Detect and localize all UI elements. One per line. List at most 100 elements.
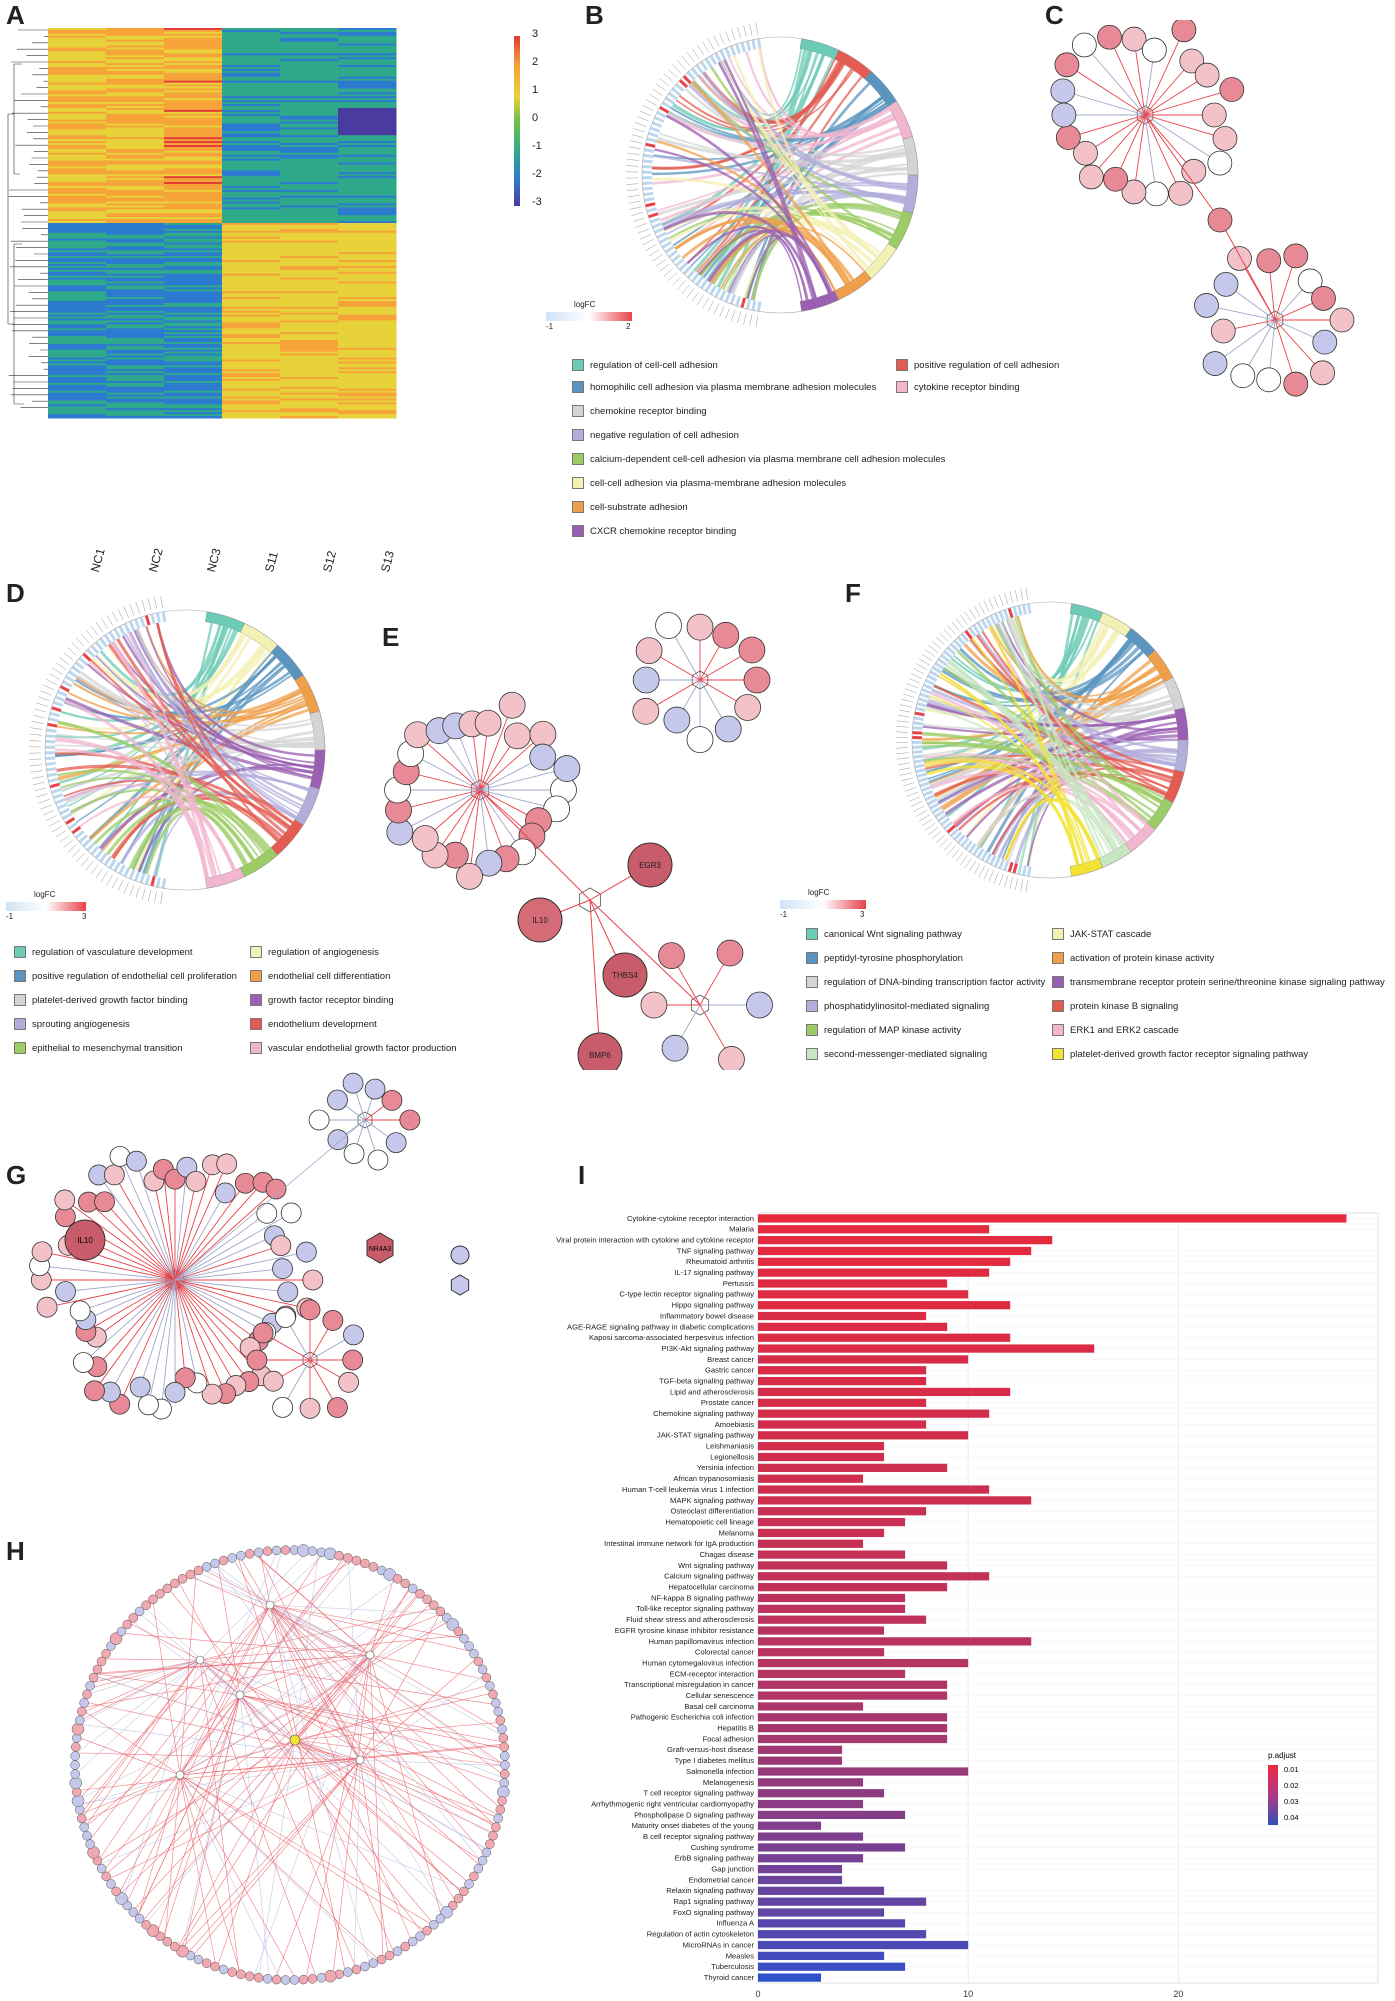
network-edge <box>135 1161 176 1281</box>
gene-label-tick <box>988 598 994 610</box>
heatmap-cell <box>280 273 339 277</box>
heatmap-cell <box>164 113 223 117</box>
heatmap-cell <box>48 80 107 84</box>
gene-node <box>1055 125 1081 150</box>
heatmap-cell <box>280 279 339 282</box>
heatmap-cell <box>164 176 223 179</box>
bar <box>758 1409 990 1418</box>
heatmap-cell <box>280 213 339 216</box>
gene-node <box>277 1281 299 1303</box>
network-edge <box>1083 44 1146 116</box>
gene-tick <box>46 767 57 772</box>
gene-label-tick <box>80 857 90 867</box>
heatmap-cell <box>48 209 107 212</box>
legend-swatch <box>250 1018 262 1030</box>
gene-node <box>497 1785 510 1799</box>
heatmap-cell <box>164 129 223 132</box>
heatmap-cell <box>48 37 107 41</box>
heatmap-cell <box>280 160 339 164</box>
heatmap-cell <box>280 400 339 403</box>
gene-label-tick <box>67 844 77 853</box>
heatmap-cell <box>48 43 107 47</box>
heatmap-cell <box>338 310 397 314</box>
gene-label-tick <box>904 787 917 792</box>
heatmap-cell <box>106 277 165 281</box>
heatmap-cell <box>222 285 281 288</box>
heatmap-cell <box>106 152 165 156</box>
gene-node <box>103 1164 125 1186</box>
heatmap-cell <box>222 384 281 388</box>
gene-label-tick <box>969 860 976 872</box>
legend-swatch <box>806 928 818 940</box>
heatmap-cell <box>48 402 107 405</box>
network-edge <box>216 1739 296 1968</box>
heatmap-cell <box>280 191 339 195</box>
network-edge <box>97 1604 271 1862</box>
heatmap-cell <box>280 316 339 320</box>
heatmap-cell <box>164 98 223 101</box>
heatmap-cell <box>280 131 339 134</box>
heatmap-cell <box>338 76 397 80</box>
heatmap-cell <box>222 121 281 125</box>
gene-node <box>116 1626 127 1637</box>
gene-label-tick <box>713 35 720 47</box>
heatmap-cell <box>106 386 165 390</box>
gene-label-tick <box>1020 588 1024 601</box>
heatmap-cell <box>106 51 165 54</box>
term-arc <box>294 786 320 826</box>
gene-node <box>70 1751 80 1761</box>
heatmap-cell <box>164 353 223 357</box>
heatmap-cell <box>48 392 107 396</box>
gene-label-tick <box>629 140 642 144</box>
heatmap-cell <box>338 256 397 259</box>
heatmap-cell <box>48 341 107 345</box>
heatmap-cell <box>338 330 397 333</box>
gene-label-tick <box>973 605 981 617</box>
gene-tick <box>123 622 131 634</box>
network-edge <box>217 1562 241 1696</box>
legend-label: chemokine receptor binding <box>590 405 707 417</box>
gene-node <box>79 1698 89 1708</box>
gene-node <box>435 1913 446 1924</box>
heatmap-cell <box>164 304 223 308</box>
gene-node <box>216 1153 238 1175</box>
hub-node <box>235 1690 245 1700</box>
network-edge <box>239 1694 505 1784</box>
gene-tick <box>128 620 136 631</box>
heatmap-cell <box>48 178 107 181</box>
gene-node <box>1143 181 1169 207</box>
network-edge <box>174 1279 213 1395</box>
gene-node <box>415 1588 425 1599</box>
heatmap-cell <box>48 263 107 267</box>
heatmap-cell <box>48 386 107 390</box>
gene-label-tick <box>63 652 73 661</box>
heatmap-cell <box>222 133 281 136</box>
heatmap-cell <box>338 299 397 302</box>
legend-item: calcium-dependent cell-cell adhesion via… <box>572 453 945 465</box>
heatmap-cell <box>106 246 165 249</box>
heatmap-cell <box>338 119 397 123</box>
heatmap-cell <box>338 390 397 394</box>
heatmap-cell <box>48 55 107 58</box>
heatmap-cell <box>338 109 397 113</box>
heatmap-cell <box>106 28 165 31</box>
gene-label-tick <box>30 770 43 773</box>
heatmap-cell <box>48 123 107 126</box>
heatmap-cell <box>222 185 281 189</box>
heatmap-cell <box>280 88 339 91</box>
gene-tick <box>682 265 692 275</box>
heatmap-cell <box>164 82 223 86</box>
network-edge <box>192 1759 361 1957</box>
gene-tick <box>931 666 942 674</box>
gene-tick <box>99 637 108 648</box>
heatmap-cell <box>280 102 339 105</box>
heatmap-cell <box>222 82 281 86</box>
heatmap-cell <box>48 295 107 298</box>
heatmap-cell <box>280 351 339 355</box>
heatmap-cell <box>164 150 223 154</box>
heatmap-cell <box>106 82 165 86</box>
gene-node <box>1207 150 1233 176</box>
heatmap-cell <box>338 86 397 89</box>
gene-tick <box>756 38 762 49</box>
heatmap-cell <box>338 275 397 279</box>
